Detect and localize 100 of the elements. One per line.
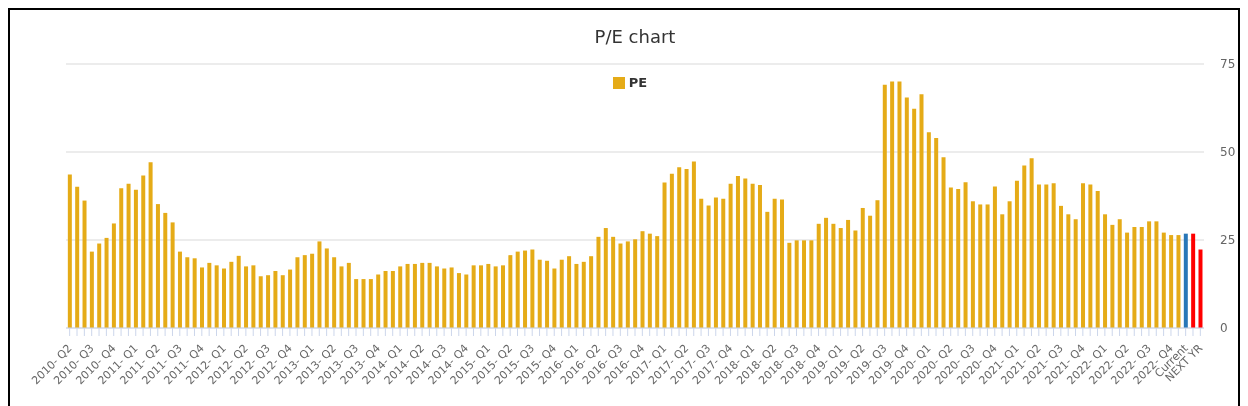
bar xyxy=(1059,205,1063,328)
bar xyxy=(1073,219,1078,328)
legend-label: PE xyxy=(628,75,648,90)
bar xyxy=(449,267,454,328)
bar xyxy=(721,198,726,328)
bar xyxy=(677,167,682,328)
bar xyxy=(1198,249,1203,328)
bar xyxy=(904,97,909,328)
bar xyxy=(640,231,645,328)
bar xyxy=(405,263,410,328)
bar xyxy=(288,269,293,328)
bar xyxy=(1000,214,1005,328)
bar xyxy=(523,250,528,328)
bar xyxy=(948,187,953,328)
bar xyxy=(1154,221,1159,328)
bar xyxy=(868,215,873,328)
bar xyxy=(824,217,829,328)
bar xyxy=(82,200,87,328)
bar xyxy=(412,263,417,328)
bar xyxy=(963,182,968,328)
bar xyxy=(581,261,586,328)
bar xyxy=(67,174,72,328)
bar xyxy=(647,233,652,328)
bar xyxy=(155,204,160,328)
bar xyxy=(501,265,506,328)
bar xyxy=(346,262,351,328)
bar xyxy=(266,275,271,328)
bar xyxy=(735,175,740,328)
bar xyxy=(1125,232,1130,328)
y-tick-label: 0 xyxy=(1220,321,1228,335)
bar xyxy=(508,255,513,328)
bar xyxy=(207,262,212,328)
bar xyxy=(1110,224,1115,328)
bar xyxy=(442,268,447,328)
bar xyxy=(163,212,168,328)
bar xyxy=(684,168,689,328)
y-tick-label: 75 xyxy=(1220,57,1236,71)
bar xyxy=(699,198,704,328)
bar xyxy=(1169,235,1174,328)
bar xyxy=(361,279,366,328)
bar xyxy=(618,243,623,328)
bar xyxy=(831,223,836,328)
bar xyxy=(273,270,278,328)
bar xyxy=(456,273,461,328)
bar xyxy=(148,162,153,328)
bar xyxy=(625,241,630,328)
bar xyxy=(926,132,931,328)
chart-title: P/E chart xyxy=(593,26,677,48)
bar xyxy=(126,183,131,328)
bar xyxy=(229,261,234,328)
y-tick-label: 25 xyxy=(1220,233,1236,247)
bar xyxy=(332,257,337,328)
bar xyxy=(1132,226,1137,328)
bar xyxy=(339,266,344,328)
bar xyxy=(478,265,483,328)
bar xyxy=(1139,226,1144,328)
bar xyxy=(772,198,777,328)
bar xyxy=(970,201,975,328)
bar xyxy=(794,240,799,328)
bar xyxy=(133,189,138,328)
bar xyxy=(1095,191,1100,328)
bar xyxy=(706,205,711,328)
bar xyxy=(552,268,557,328)
bar xyxy=(1147,221,1152,328)
bar xyxy=(919,94,924,328)
bar xyxy=(743,178,748,328)
bar xyxy=(398,266,403,328)
bar xyxy=(1176,235,1181,328)
bar xyxy=(464,274,469,328)
bar xyxy=(75,186,80,328)
bar xyxy=(317,241,322,328)
bar xyxy=(97,243,102,328)
bar xyxy=(890,81,895,328)
bar xyxy=(141,175,146,328)
bar xyxy=(1066,214,1071,328)
bar xyxy=(669,173,674,328)
bar xyxy=(633,239,638,328)
bar xyxy=(376,274,381,328)
bar xyxy=(515,251,520,328)
bar xyxy=(934,137,939,328)
bar xyxy=(368,279,373,328)
bar xyxy=(787,242,792,328)
bar xyxy=(1081,183,1086,328)
bar xyxy=(537,259,542,328)
bar xyxy=(170,222,175,328)
bar xyxy=(978,204,983,328)
bar xyxy=(691,161,696,328)
bar xyxy=(956,188,961,328)
bar xyxy=(875,200,880,328)
bar xyxy=(1044,184,1049,328)
bar xyxy=(1029,158,1034,328)
bar xyxy=(728,183,733,328)
bar xyxy=(559,259,564,328)
bar xyxy=(816,223,821,328)
bar xyxy=(655,236,660,328)
bar xyxy=(662,182,667,328)
bar xyxy=(809,240,814,328)
bar xyxy=(1007,201,1012,328)
bar xyxy=(324,248,329,328)
bar xyxy=(119,188,124,328)
